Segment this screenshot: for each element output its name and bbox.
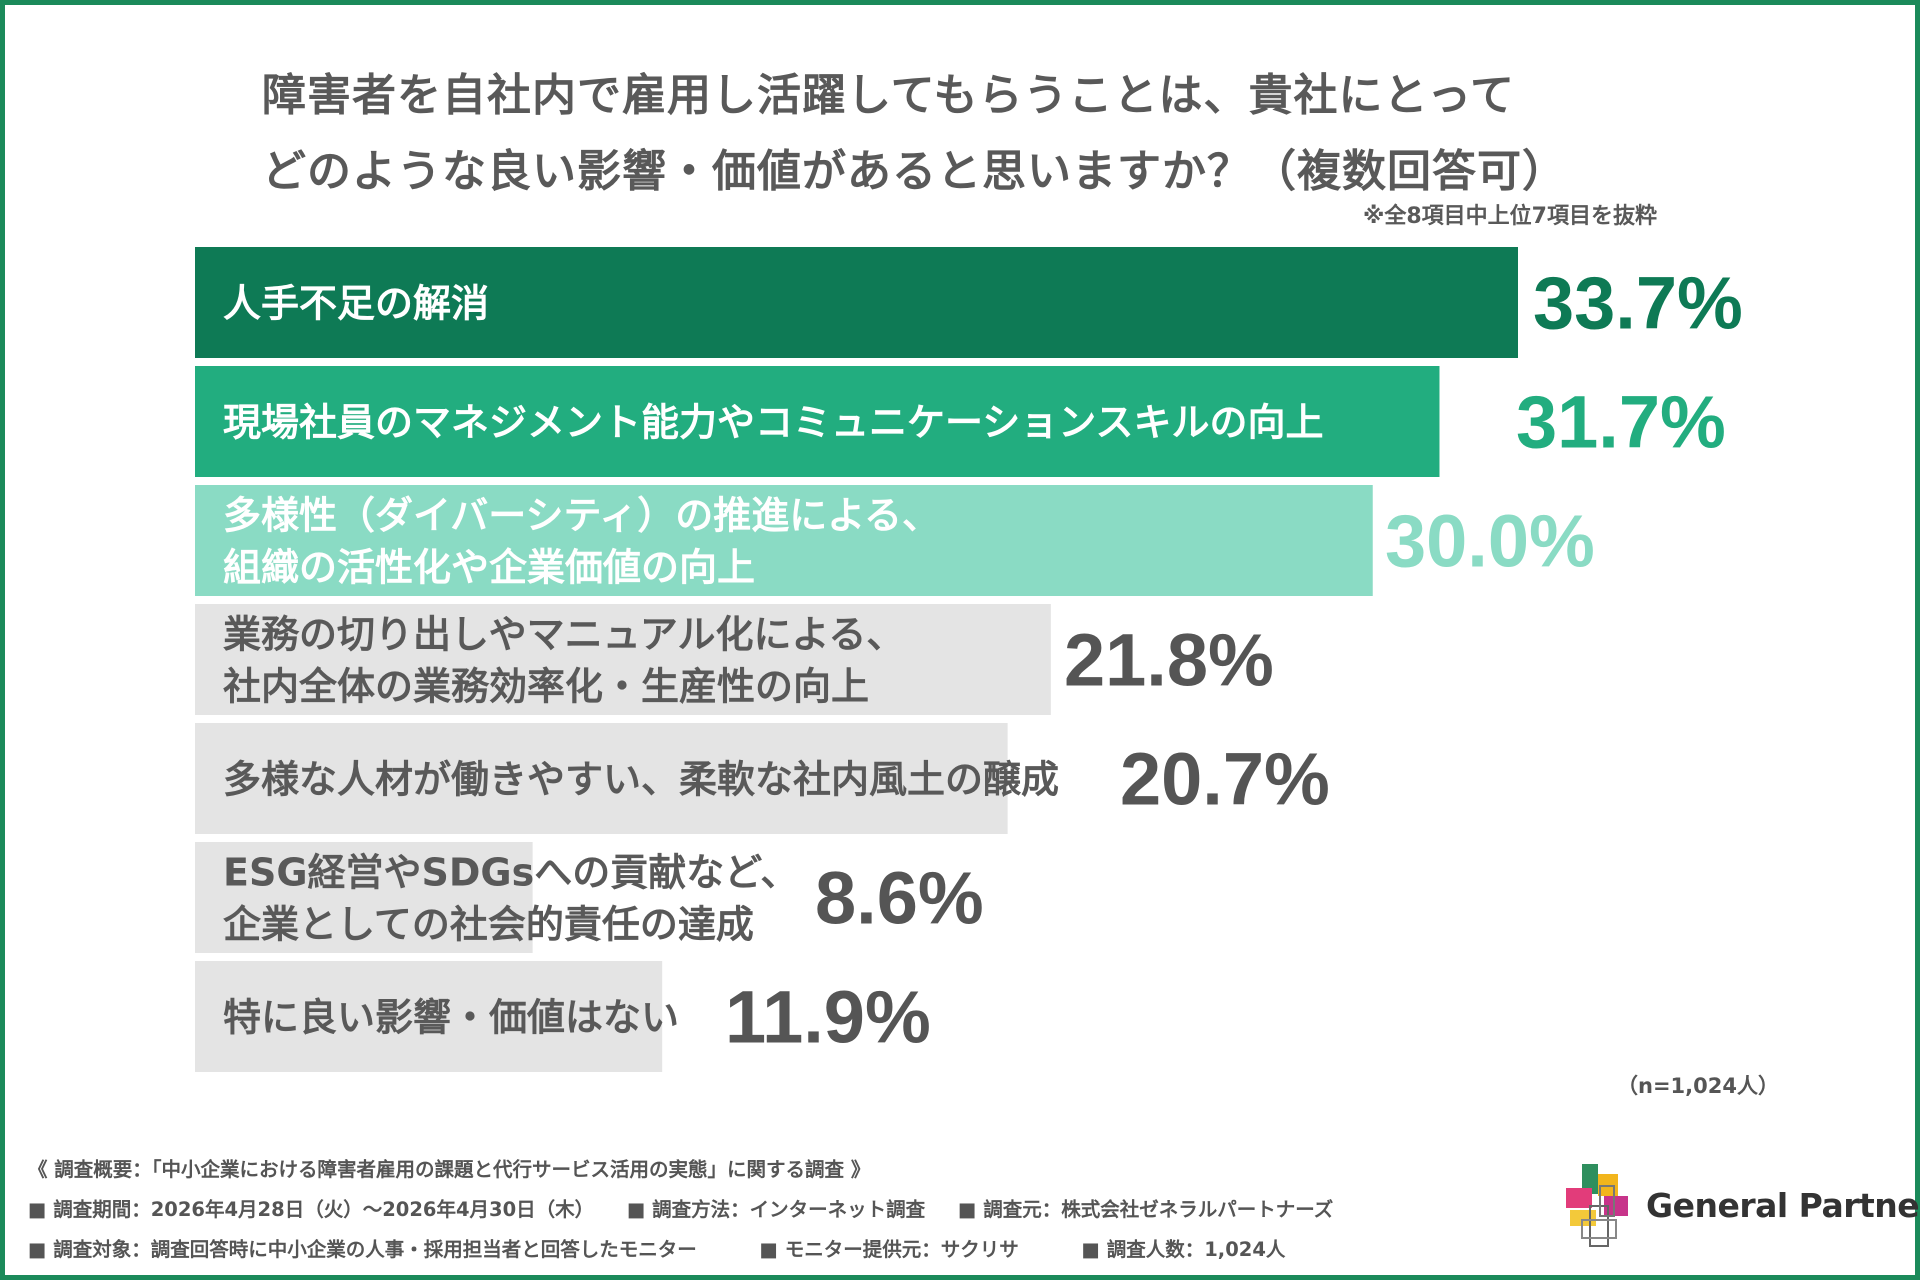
bar-label-4-line-1: 業務の切り出しやマニュアル化による、 [223,613,904,657]
survey-period: ■ 調査期間：2026年4月28日（火）～2026年4月30日（木） [28,1198,595,1221]
bar-label-3-line-1: 多様性（ダイバーシティ）の推進による、 [223,494,940,538]
bar-chart: 人手不足の解消 33.7% 現場社員のマネジメント能力やコミュニケーションスキルの向… [195,247,1743,1072]
value-label-3: 30.0% [1385,500,1595,583]
bar-label-4-line-2: 社内全体の業務効率化・生産性の向上 [223,665,869,709]
survey-source: ■ 調査元：株式会社ゼネラルパートナーズ [957,1198,1334,1221]
survey-target: ■ 調査対象：調査回答時に中小企業の人事・採用担当者と回答したモニター [28,1238,697,1261]
value-label-4: 21.8% [1064,619,1274,702]
value-label-6: 8.6% [815,857,984,940]
bar-5 [195,723,1008,834]
bar-label-5: 多様な人材が働きやすい、柔軟な社内風土の醸成 [223,758,1059,802]
bar-3 [195,485,1373,596]
survey-method: ■ 調査方法：インターネット調査 [626,1198,926,1221]
logo-text: General Partners [1646,1186,1920,1225]
value-label-2: 31.7% [1516,381,1726,464]
survey-provider: ■ モニター提供元：サクリサ [759,1238,1019,1261]
survey-count: ■ 調査人数：1,024人 [1081,1238,1286,1261]
bar-6 [195,842,533,953]
bar-7 [195,961,663,1072]
excerpt-note: ※全8項目中上位7項目を抜粋 [1362,204,1657,229]
survey-summary: 《 調査概要：「中小企業における障害者雇用の課題と代行サービス活用の実態」に関す… [28,1150,1333,1270]
bar-label-6-line-1: ESG経営やSDGsへの貢献など、 [223,851,798,895]
survey-row-3: ■ 調査対象：調査回答時に中小企業の人事・採用担当者と回答したモニター ■ モニ… [28,1230,1333,1270]
value-label-7: 11.9% [725,976,931,1059]
bar-4 [195,604,1051,715]
bar-1 [195,247,1518,358]
bar-label-2: 現場社員のマネジメント能力やコミュニケーションスキルの向上 [223,401,1323,445]
bar-label-6-line-2: 企業としての社会的責任の達成 [223,903,754,947]
company-logo: General Partners [1560,1158,1920,1258]
sample-size: （n=1,024人） [1617,1074,1779,1098]
title-line-1: 障害者を自社内で雇用し活躍してもらうことは、貴社にとって [262,70,1515,121]
chart-title: 障害者を自社内で雇用し活躍してもらうことは、貴社にとって どのような良い影響・価… [262,58,1567,210]
survey-row-2: ■ 調査期間：2026年4月28日（火）～2026年4月30日（木） ■ 調査方… [28,1190,1333,1230]
bar-label-3-line-2: 組織の活性化や企業価値の向上 [223,546,755,590]
value-label-5: 20.7% [1120,738,1330,821]
logo-mark-icon [1566,1164,1628,1247]
value-label-1: 33.7% [1533,262,1743,345]
survey-heading: 《 調査概要：「中小企業における障害者雇用の課題と代行サービス活用の実態」に関す… [28,1158,871,1181]
title-line-2: どのような良い影響・価値があると思いますか？（複数回答可） [262,146,1567,197]
bar-label-7: 特に良い影響・価値はない [223,996,679,1040]
bar-2 [195,366,1440,477]
bar-label-1: 人手不足の解消 [223,282,489,326]
